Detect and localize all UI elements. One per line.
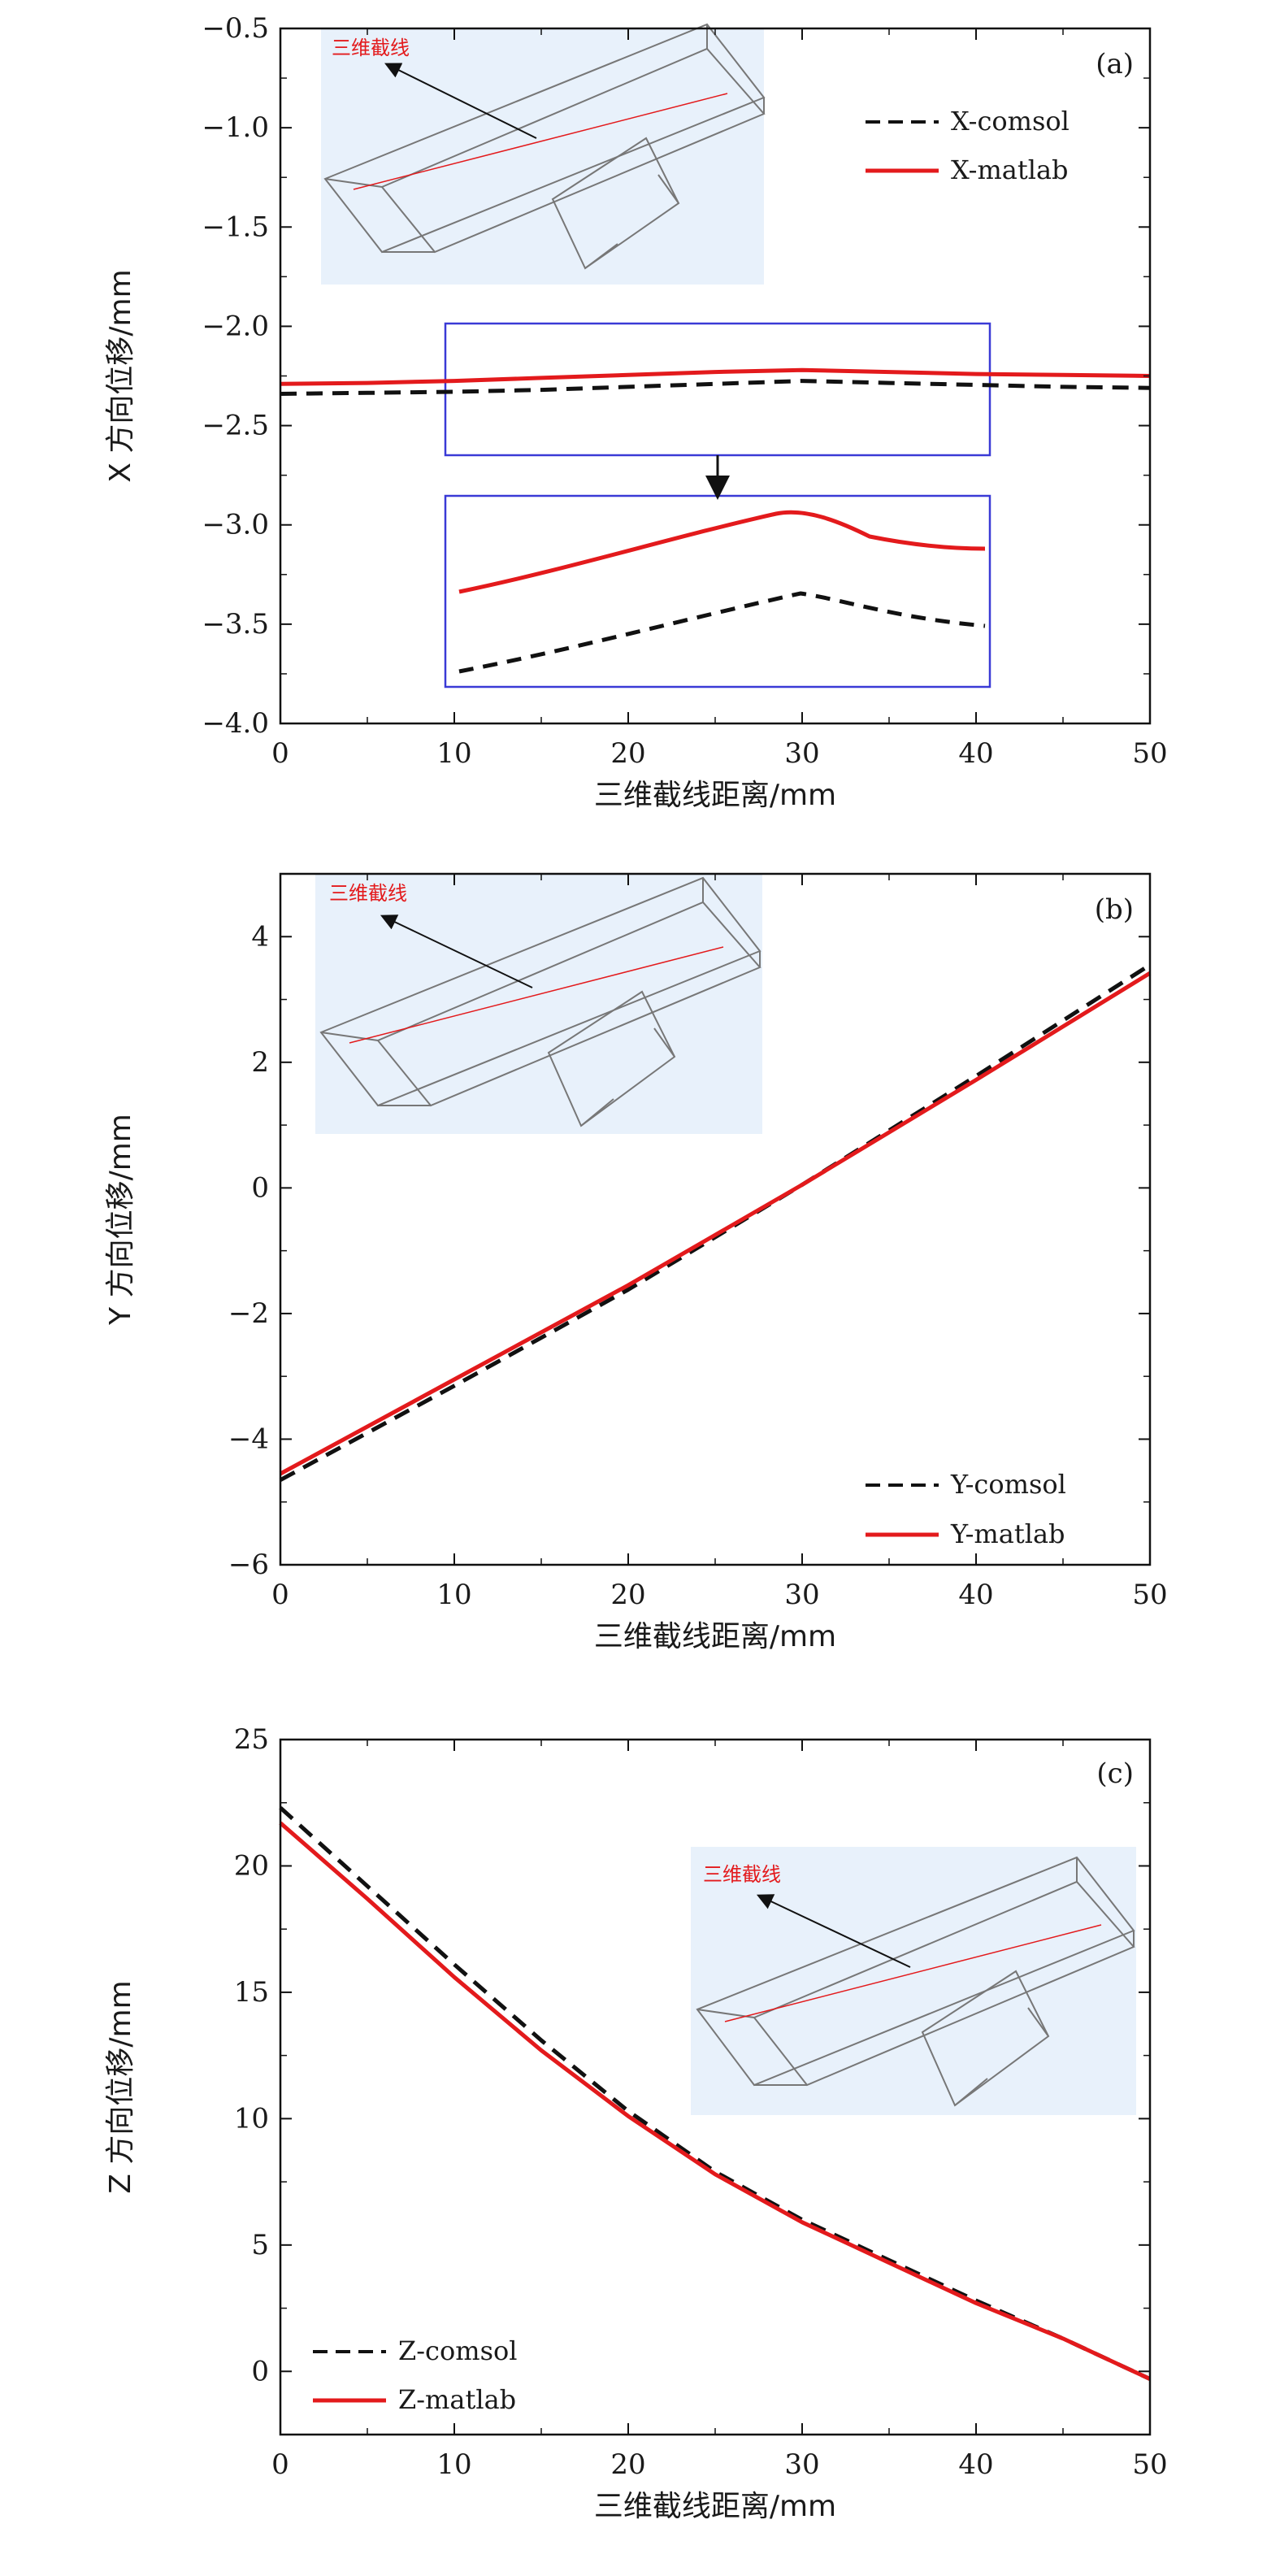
inset-diagram: 三维截线 [321,23,766,285]
inset-diagram: 三维截线 [315,874,762,1134]
y-tick-label: −3.0 [202,509,269,541]
inset-diagram: 三维截线 [691,1847,1136,2115]
x-tick-label: 20 [610,737,645,770]
legend: X-comsol X-matlab [866,106,1070,185]
x-tick-label: 0 [271,737,289,770]
x-tick-label: 10 [436,2448,471,2481]
y-axis-label: Z 方向位移/mm [104,1980,137,2193]
y-tick-label: −2.5 [202,410,269,442]
x-tick-label: 50 [1132,1579,1167,1611]
x-tick-label: 40 [958,737,993,770]
y-tick-label: 5 [251,2229,269,2261]
inset-label: 三维截线 [703,1863,781,1886]
x-tick-label: 50 [1132,737,1167,770]
x-tick-label: 50 [1132,2448,1167,2481]
y-tick-label: 0 [251,1171,269,1204]
y-tick-label: 25 [234,1723,269,1756]
y-tick-label: −1.0 [202,111,269,144]
legend-entry: X-comsol [951,106,1070,137]
y-axis-label: X 方向位移/mm [104,269,137,482]
series-line-x-comsol [280,379,1151,396]
y-tick-label: −2.0 [202,310,269,342]
panel-a: 三维截线 0 10 20 30 40 50 −0.5 −1.0 −1.5 −2.0 −2.5 −3.0… [104,12,1168,812]
x-tick-label: 10 [436,737,471,770]
inset-label: 三维截线 [332,37,410,59]
series-line-y-matlab [279,971,1152,1476]
y-tick-label: −4 [228,1423,269,1455]
y-tick-label: 15 [234,1976,269,2009]
panel-label: (b) [1095,893,1134,926]
x-tick-label: 20 [610,2448,645,2481]
x-tick-label: 30 [784,737,819,770]
y-tick-label: −3.5 [202,608,269,641]
y-axis-label: Y 方向位移/mm [104,1114,137,1326]
y-tick-label: −4.0 [202,707,269,740]
x-tick-label: 0 [271,2448,289,2481]
x-tick-label: 10 [436,1579,471,1611]
y-tick-label: 4 [251,920,269,953]
panel-label: (c) [1096,1757,1134,1790]
x-axis-label: 三维截线距离/mm [594,779,836,812]
x-axis-label: 三维截线距离/mm [594,2490,836,2523]
panel-label: (a) [1096,48,1134,80]
y-tick-label: −6 [228,1549,269,1581]
legend-entry: X-matlab [951,154,1069,185]
zoom-indicator [444,322,991,689]
legend-entry: Z-matlab [398,2384,516,2415]
x-axis-label: 三维截线距离/mm [594,1620,836,1653]
x-tick-label: 30 [784,1579,819,1611]
x-tick-label: 40 [958,1579,993,1611]
inset-label: 三维截线 [329,882,407,905]
y-tick-label: 0 [251,2355,269,2387]
x-tick-label: 30 [784,2448,819,2481]
legend: Z-comsol Z-matlab [313,2335,518,2415]
x-tick-label: 0 [271,1579,289,1611]
y-tick-label: 20 [234,1849,269,1882]
legend: Y-comsol Y-matlab [866,1469,1066,1549]
series-line-z-matlab [279,1821,1152,2381]
y-tick-label: 2 [251,1046,269,1079]
legend-entry: Z-comsol [398,2335,518,2366]
series-line-x-matlab [280,367,1151,386]
y-tick-label: −0.5 [202,12,269,45]
legend-entry: Y-matlab [950,1518,1065,1549]
y-tick-label: 10 [234,2102,269,2135]
x-tick-label: 40 [958,2448,993,2481]
y-tick-label: −2 [228,1297,269,1330]
y-tick-label: −1.5 [202,211,269,243]
legend-entry: Y-comsol [950,1469,1066,1500]
x-tick-label: 20 [610,1579,645,1611]
